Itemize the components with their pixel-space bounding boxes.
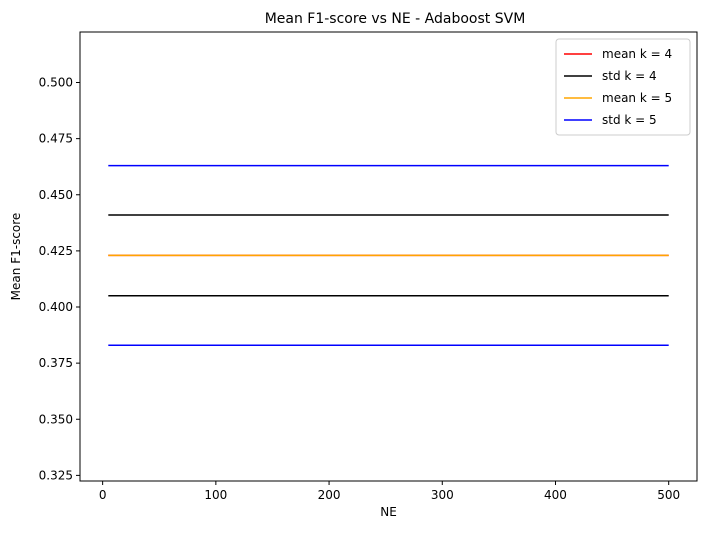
x-axis-label: NE: [380, 505, 397, 519]
x-tick-label: 300: [431, 488, 454, 502]
legend-label: std k = 4: [602, 69, 657, 83]
legend-label: mean k = 4: [602, 47, 672, 61]
y-tick-label: 0.450: [39, 188, 73, 202]
y-axis: 0.325 0.350 0.375 0.400 0.425 0.450 0.475 0.500: [39, 76, 80, 482]
x-tick-label: 400: [544, 488, 567, 502]
y-tick-label: 0.500: [39, 76, 73, 90]
x-tick-label: 200: [318, 488, 341, 502]
legend-label: mean k = 5: [602, 91, 672, 105]
legend-box: [555, 38, 691, 136]
y-tick-label: 0.350: [39, 412, 73, 426]
y-tick-label: 0.425: [39, 244, 73, 258]
x-tick-label: 100: [204, 488, 227, 502]
x-tick-label: 0: [99, 488, 107, 502]
y-axis-label: Mean F1-score: [9, 213, 23, 301]
legend-label: std k = 5: [602, 113, 657, 127]
x-tick-label: 500: [657, 488, 680, 502]
y-tick-label: 0.325: [39, 468, 73, 482]
series-layer: [108, 164, 669, 346]
y-tick-label: 0.475: [39, 132, 73, 146]
legend: mean k = 4 std k = 4 mean k = 5 std k = 5: [555, 38, 691, 136]
axes-frame: [79, 31, 698, 482]
x-axis: 0 100 200 300 400 500: [99, 481, 680, 502]
y-tick-label: 0.400: [39, 300, 73, 314]
y-tick-label: 0.375: [39, 356, 73, 370]
chart-title: Mean F1-score vs NE - Adaboost SVM: [265, 11, 526, 27]
